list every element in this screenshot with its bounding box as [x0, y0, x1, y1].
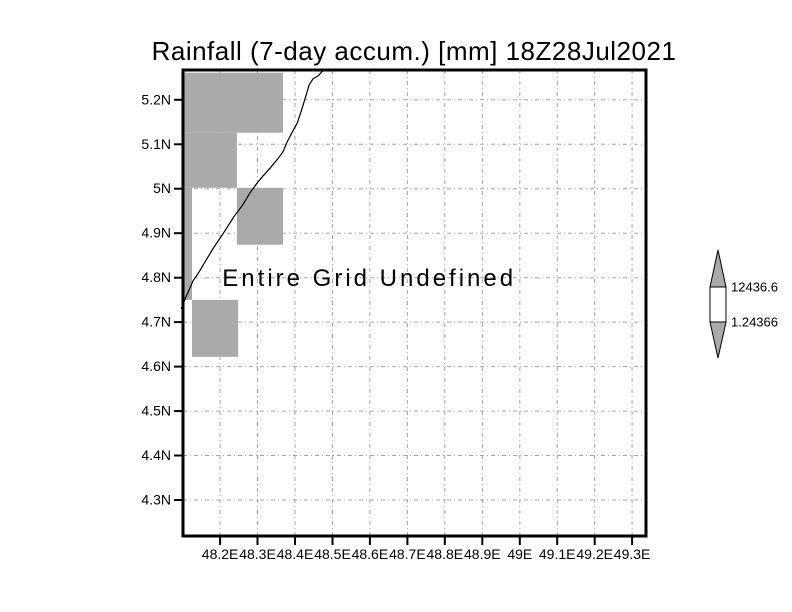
x-tick-label: 48.7E	[389, 546, 426, 562]
x-tick-label: 49.2E	[576, 546, 613, 562]
plot-frame	[181, 68, 648, 538]
x-tick-label: 48.6E	[352, 546, 389, 562]
x-tick-label: 48.9E	[464, 546, 501, 562]
axis-ticks	[174, 98, 634, 545]
coastline	[180, 69, 324, 310]
y-tick-label: 4.3N	[141, 492, 171, 508]
y-tick-label: 5N	[153, 180, 171, 196]
y-tick-label: 5.2N	[141, 91, 171, 107]
y-tick-label: 4.7N	[141, 314, 171, 330]
colorbar-up-arrow	[709, 249, 727, 288]
y-tick-label: 4.5N	[141, 403, 171, 419]
colorbar-min-label: 1.24366	[731, 315, 778, 330]
x-tick-label: 48.5E	[314, 546, 351, 562]
colorbar-down-arrow	[709, 321, 727, 359]
x-tick-label: 48.4E	[277, 546, 314, 562]
y-axis-labels: 5.2N 5.1N 5N 4.9N 4.8N 4.7N 4.6N 4.5N 4.4N 4.3N	[141, 91, 171, 507]
colorbar-max-label: 12436.6	[731, 280, 778, 295]
y-tick-label: 5.1N	[141, 136, 171, 152]
x-tick-label: 48.2E	[202, 546, 239, 562]
y-tick-label: 4.9N	[141, 225, 171, 241]
x-tick-label: 49.3E	[614, 546, 651, 562]
y-tick-label: 4.8N	[141, 269, 171, 285]
colorbar: 12436.6 1.24366	[709, 249, 778, 359]
x-axis-labels: 48.2E 48.3E 48.4E 48.5E 48.6E 48.7E 48.8E 48.9E…	[202, 546, 651, 562]
x-tick-label: 49.1E	[539, 546, 576, 562]
undefined-message: Entire Grid Undefined	[222, 265, 516, 292]
undefined-region	[183, 132, 237, 188]
undefined-region	[183, 72, 283, 133]
undefined-region	[183, 187, 192, 300]
gridlines	[183, 70, 646, 536]
x-tick-label: 49E	[507, 546, 532, 562]
undefined-region	[192, 299, 239, 357]
undefined-region	[236, 187, 283, 245]
x-tick-label: 48.3E	[239, 546, 276, 562]
plot-title: Rainfall (7-day accum.) [mm] 18Z28Jul202…	[152, 36, 677, 66]
undefined-regions	[183, 72, 283, 357]
x-tick-label: 48.8E	[427, 546, 464, 562]
y-tick-label: 4.6N	[141, 358, 171, 374]
colorbar-box	[709, 286, 727, 323]
y-tick-label: 4.4N	[141, 447, 171, 463]
